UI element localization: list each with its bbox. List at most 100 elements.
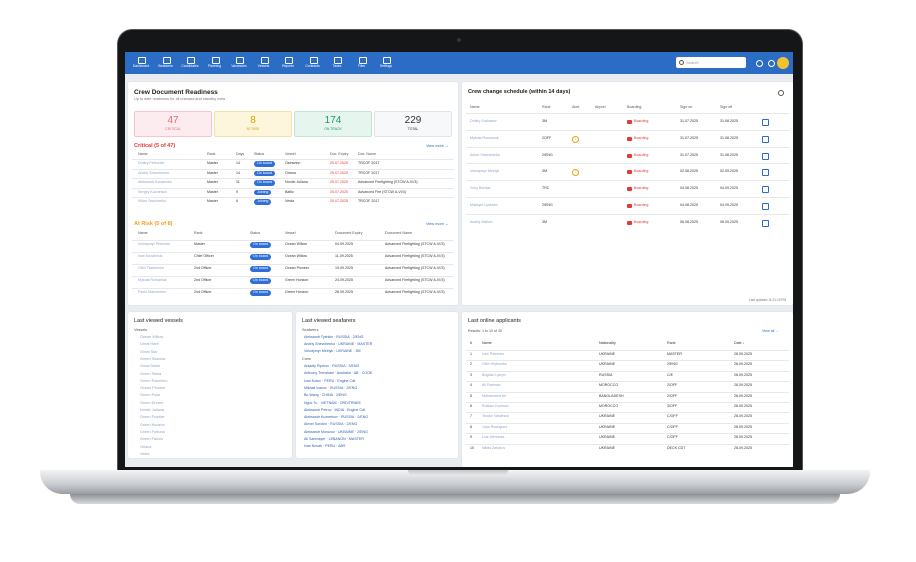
- crew-link[interactable]: Ivan Novak · PERU · ABS: [304, 444, 346, 449]
- status-pill: On board: [250, 278, 271, 284]
- boarding-icon: [627, 220, 632, 225]
- column-header: Name: [138, 152, 148, 156]
- results-count: Results: 1 to 10 of 30: [468, 329, 502, 333]
- cell: Ali Rahman: [482, 383, 501, 388]
- crew-link[interactable]: Aleksandr Kuznetsov · RUSSIA · 2/ENG: [304, 415, 369, 420]
- view-more-link[interactable]: View more →: [426, 144, 449, 148]
- vessel-link[interactable]: Green Frontier: [140, 415, 165, 420]
- column-header: Sign on: [680, 105, 693, 109]
- seafarer-link[interactable]: Aleksandr Tyshkin · RUSSIA · 2/ENG: [304, 335, 364, 339]
- edit-icon[interactable]: [762, 186, 769, 194]
- cell: 9: [470, 435, 472, 440]
- nav-icon: [162, 57, 171, 64]
- list-label: Vessels: [134, 328, 148, 332]
- boarding-status: Boarding: [634, 219, 649, 224]
- column-header: Document Expiry: [335, 231, 363, 235]
- cell: Advanced Fire (STCW A-VI/3): [358, 189, 406, 194]
- edit-icon[interactable]: [762, 119, 769, 126]
- crew-link[interactable]: Ngoc Tu · VIETNAM · ORD/TRNEE: [304, 400, 361, 405]
- crew-link[interactable]: Aleksandr Petrov · INDIA · Engine Cdt.: [304, 407, 366, 412]
- vessel-link[interactable]: Green Fortuna: [140, 429, 165, 434]
- seafarer-link[interactable]: Volodymyr Melnyk · UKRAINE · 3M: [304, 349, 361, 353]
- view-all-link[interactable]: View all →: [762, 329, 779, 333]
- cell: TRC: [542, 186, 550, 191]
- row-divider: [466, 433, 789, 435]
- cell: Master: [207, 189, 218, 194]
- crew-link[interactable]: Arkadiy Ryzhov · RUSSIA · 3/ENG: [304, 364, 360, 368]
- cell: 31.08.2025: [720, 135, 738, 140]
- nav-item[interactable]: Vacancies: [228, 55, 250, 72]
- nav-action-icon[interactable]: [756, 60, 763, 67]
- cell: 11.09.2025: [335, 254, 353, 258]
- crew-link[interactable]: Aleksandr Morozov · UKRAINE · 2/ENG: [304, 429, 368, 434]
- vessel-link[interactable]: Great Star: [140, 349, 158, 354]
- nav-item[interactable]: Reports: [277, 55, 299, 72]
- vessel-link[interactable]: Green Dream: [140, 400, 164, 405]
- edit-icon[interactable]: [762, 219, 769, 227]
- crew-link[interactable]: Bo Wang · CHINA · 2/ENG: [304, 393, 347, 398]
- stat-label: CRITICAL: [165, 127, 181, 131]
- view-more-link[interactable]: View more →: [426, 222, 449, 226]
- user-avatar[interactable]: [777, 57, 789, 69]
- crew-link[interactable]: Anthony Trenshaw · Australia · AB · COOK: [304, 371, 373, 376]
- vessel-link[interactable]: Green Stella: [140, 371, 162, 376]
- edit-icon[interactable]: [762, 203, 769, 210]
- cell: 5: [470, 393, 472, 398]
- vessel-link[interactable]: Ocean Pioneer: [140, 386, 166, 391]
- edit-icon[interactable]: [762, 169, 769, 177]
- edit-icon[interactable]: [762, 152, 769, 160]
- refresh-icon[interactable]: [778, 90, 784, 96]
- vessel-link[interactable]: Green Falcon: [140, 437, 164, 442]
- cell: 2/ENG: [542, 203, 553, 207]
- nav-item[interactable]: Tasks: [326, 55, 348, 72]
- crew-link[interactable]: Mikhail Ivanov · RUSSIA · 2/ENG: [304, 385, 358, 390]
- crew-link[interactable]: Ali Sanmayer · LEBANON · MASTER: [304, 437, 364, 441]
- nav-item[interactable]: Dashboard: [130, 55, 152, 72]
- cell: 2/OFF: [667, 383, 678, 388]
- crew-link[interactable]: Ivan Kotov · PERU · Engine Cdt.: [304, 378, 357, 383]
- row-divider: [466, 197, 789, 198]
- nav-item[interactable]: Contracts: [302, 55, 324, 72]
- vessel-link[interactable]: Nordic Juliana: [140, 408, 165, 412]
- boarding-icon: [627, 120, 632, 124]
- last-viewed-vessels-panel: Last viewed vessels Vessels Ocean Willow Gr…: [128, 312, 292, 458]
- panel-title: Crew Document Readiness: [134, 89, 218, 96]
- cell: Mohammed Ali: [482, 393, 506, 398]
- search-box[interactable]: Search: [676, 57, 746, 68]
- row-divider: [466, 146, 789, 148]
- nav-action-icon[interactable]: [768, 60, 775, 67]
- vessel-link[interactable]: Oriana: [140, 444, 152, 449]
- edit-icon[interactable]: [762, 135, 769, 143]
- nav-item[interactable]: Vessels: [253, 55, 275, 72]
- nav-item[interactable]: Files: [351, 55, 373, 72]
- column-header: Name: [470, 105, 480, 109]
- laptop-foot: [70, 494, 840, 504]
- panel-title: Last online applicants: [468, 318, 521, 324]
- status-pill: On board: [250, 266, 271, 272]
- cell: 28.09.2025: [734, 445, 752, 450]
- cell: 10: [470, 445, 474, 450]
- vessel-link[interactable]: Great Dawn: [140, 364, 161, 369]
- nav-item[interactable]: Planning: [204, 55, 226, 72]
- cell: 28.09.2025: [734, 393, 752, 398]
- vessel-link[interactable]: Green Horizon: [140, 422, 165, 427]
- cell: 6: [470, 404, 472, 408]
- nav-item[interactable]: Settings: [375, 55, 397, 72]
- nav-item[interactable]: Seafarers: [155, 55, 177, 72]
- nav-item[interactable]: Candidates: [179, 55, 201, 72]
- vessel-link[interactable]: Great Hare: [140, 342, 159, 347]
- nav-icon: [285, 57, 293, 64]
- cell: Mykola Romaniuk: [138, 278, 167, 282]
- seafarer-link[interactable]: Andriy Shevchenko · UKRAINE · MASTER: [304, 342, 373, 346]
- crew-change-panel: Crew change schedule (within 14 days) Nam…: [462, 82, 793, 305]
- cell: 06.09.2025: [720, 219, 738, 224]
- vessel-link[interactable]: Ocean Willow: [140, 335, 164, 339]
- vessel-link[interactable]: Green Palomino: [140, 378, 168, 383]
- vessel-link[interactable]: Green Polar: [140, 393, 161, 398]
- vessel-link[interactable]: Vesta: [140, 451, 150, 456]
- vessel-link[interactable]: Green Shadow: [140, 356, 166, 361]
- crew-link[interactable]: Alexei Sorokin · RUSSIA · 2/ENG: [304, 422, 358, 427]
- cell: UKRAINE: [599, 352, 615, 356]
- row-divider: [466, 350, 789, 351]
- stat-card: 47 CRITICAL: [134, 111, 212, 137]
